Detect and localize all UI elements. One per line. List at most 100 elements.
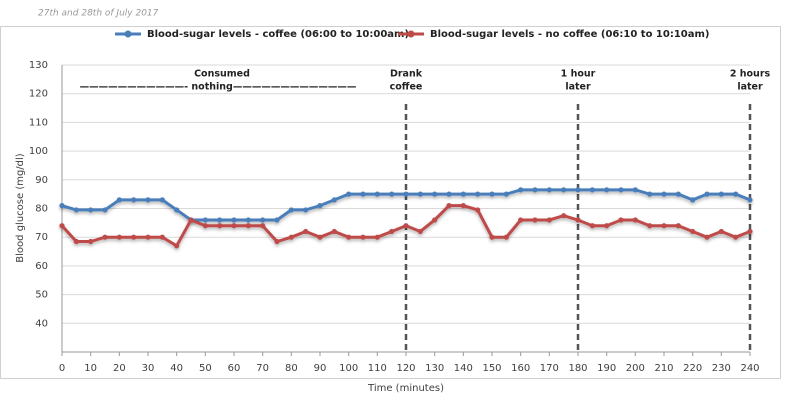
x-tick-label: 80 (285, 363, 298, 374)
y-tick-label: 120 (29, 89, 48, 100)
legend-swatch (124, 30, 132, 38)
marker-label: Drank (390, 69, 423, 80)
data-point (618, 187, 624, 193)
y-tick-label: 50 (35, 290, 48, 301)
x-tick-label: 20 (113, 363, 126, 374)
data-point (116, 234, 122, 240)
data-point (661, 223, 667, 229)
data-point (231, 223, 237, 229)
data-point (675, 191, 681, 197)
x-tick-label: 180 (568, 363, 587, 374)
data-point (518, 217, 524, 223)
data-point (675, 223, 681, 229)
data-point (417, 228, 423, 235)
data-point (360, 234, 366, 240)
x-tick-label: 130 (425, 363, 444, 374)
data-point (503, 191, 509, 197)
data-point (460, 191, 466, 197)
data-point (589, 223, 595, 229)
marker-label: 2 hours (730, 69, 771, 80)
x-tick-label: 140 (454, 363, 473, 374)
data-point (575, 187, 581, 193)
data-point (331, 228, 337, 235)
data-point (245, 217, 251, 223)
data-point (575, 217, 581, 223)
data-point (303, 228, 309, 235)
data-point (174, 243, 180, 249)
data-point (704, 191, 710, 197)
x-axis-label: Time (minutes) (367, 383, 444, 394)
annotation: ———————————- nothing————————————— (80, 82, 357, 93)
data-point (489, 191, 495, 197)
data-point (346, 234, 352, 240)
data-point (73, 207, 79, 213)
data-point (503, 234, 509, 240)
data-point (747, 228, 753, 235)
data-point (632, 187, 638, 193)
data-point (317, 203, 323, 209)
data-point (131, 197, 137, 203)
data-point (561, 187, 567, 193)
x-tick-label: 200 (626, 363, 645, 374)
data-point (274, 238, 280, 245)
x-tick-label: 0 (59, 363, 65, 374)
data-point (59, 203, 65, 209)
data-point (145, 197, 151, 203)
y-tick-label: 60 (35, 261, 48, 272)
x-tick-label: 10 (84, 363, 97, 374)
data-point (145, 234, 151, 240)
data-point (116, 197, 122, 203)
data-point (288, 207, 294, 213)
data-point (59, 223, 65, 229)
data-point (589, 187, 595, 193)
data-point (546, 217, 552, 223)
data-point (604, 187, 610, 193)
data-point (403, 191, 409, 197)
legend-label: Blood-sugar levels - no coffee (06:10 to… (430, 29, 710, 40)
x-tick-label: 210 (654, 363, 673, 374)
data-point (546, 187, 552, 193)
marker-label: coffee (390, 82, 423, 93)
x-tick-label: 190 (597, 363, 616, 374)
x-tick-label: 50 (199, 363, 212, 374)
legend-label: Blood-sugar levels - coffee (06:00 to 10… (147, 29, 409, 40)
x-tick-label: 110 (368, 363, 387, 374)
data-point (202, 217, 208, 223)
x-tick-label: 90 (314, 363, 327, 374)
data-point (647, 191, 653, 197)
data-point (102, 207, 108, 213)
marker-label: later (565, 82, 591, 93)
x-tick-label: 240 (740, 363, 759, 374)
data-point (632, 217, 638, 223)
x-tick-label: 150 (482, 363, 501, 374)
data-point (159, 197, 165, 203)
data-point (303, 207, 309, 213)
data-point (159, 234, 165, 240)
chart-frame (0, 26, 781, 379)
x-tick-label: 230 (712, 363, 731, 374)
data-point (489, 234, 495, 240)
data-point (747, 197, 753, 203)
data-point (374, 191, 380, 197)
data-point (260, 223, 266, 229)
y-axis-label: Blood glucose (mg/dl) (15, 153, 26, 263)
data-point (331, 197, 337, 203)
x-tick-label: 220 (683, 363, 702, 374)
marker-label: later (737, 82, 763, 93)
x-tick-label: 120 (396, 363, 415, 374)
data-point (718, 191, 724, 197)
data-point (102, 234, 108, 240)
y-tick-label: 80 (35, 204, 48, 215)
data-point (647, 223, 653, 229)
x-tick-label: 30 (142, 363, 155, 374)
data-point (532, 217, 538, 223)
y-tick-label: 130 (29, 60, 48, 71)
y-tick-label: 100 (29, 146, 48, 157)
data-point (690, 197, 696, 203)
data-point (88, 238, 94, 245)
data-point (432, 217, 438, 223)
data-point (690, 228, 696, 235)
data-point (389, 191, 395, 197)
data-point (188, 217, 194, 223)
